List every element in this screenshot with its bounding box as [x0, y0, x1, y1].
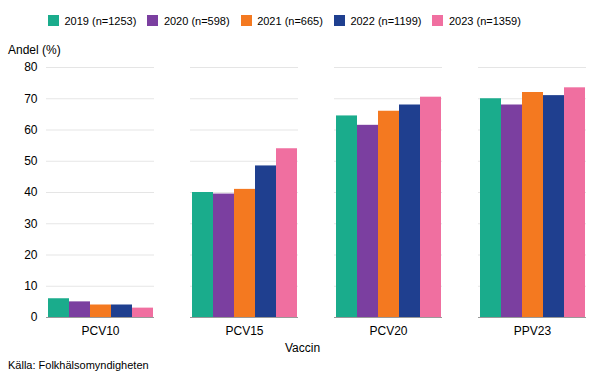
html-text:Vaccin: Vaccin [284, 340, 321, 355]
svg-text:PPV23: PPV23 [514, 324, 552, 338]
svg-text:PCV15: PCV15 [225, 324, 263, 338]
svg-text:PCV20: PCV20 [369, 324, 407, 338]
html-text:2022 (n=1199): 2022 (n=1199) [350, 14, 422, 27]
svg-text:10: 10 [24, 279, 38, 293]
svg-text:20: 20 [24, 247, 38, 261]
html-text:2020 (n=598): 2020 (n=598) [163, 14, 230, 27]
svg-text:70: 70 [24, 91, 38, 105]
svg-text:0: 0 [31, 310, 38, 324]
svg-text:PCV10: PCV10 [81, 324, 119, 338]
svg-text:50: 50 [24, 154, 38, 168]
html-text:2019 (n=1253): 2019 (n=1253) [64, 14, 137, 27]
svg-text:80: 80 [24, 60, 38, 74]
html-text:2023 (n=1359): 2023 (n=1359) [448, 14, 521, 27]
html-text:2021 (n=665): 2021 (n=665) [257, 14, 323, 27]
html-text:Andel (%): Andel (%) [8, 42, 61, 57]
svg-text:30: 30 [24, 216, 38, 230]
svg-text:60: 60 [24, 122, 38, 136]
html-text:Källa: Folkhälsomyndigheten: Källa: Folkhälsomyndigheten [8, 358, 149, 371]
svg-text:40: 40 [24, 185, 38, 199]
